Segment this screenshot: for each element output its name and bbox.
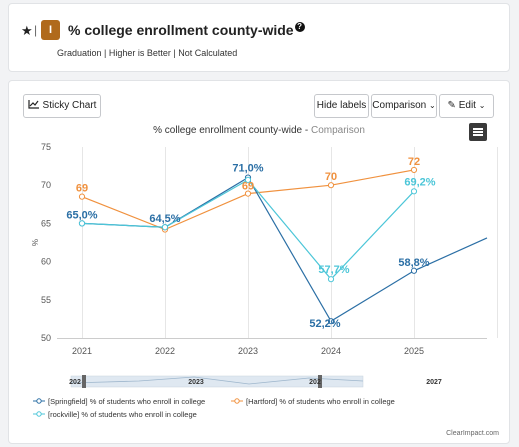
pencil-icon: ✎ bbox=[447, 100, 456, 111]
measure-type-badge: I bbox=[41, 20, 60, 40]
data-label: 52,2% bbox=[309, 318, 340, 330]
x-tick-label: 2024 bbox=[321, 346, 341, 356]
series-line bbox=[81, 176, 488, 323]
data-label: 70 bbox=[325, 171, 337, 183]
page-title: % college enrollment county-wide? bbox=[68, 21, 305, 39]
navigator-handle-right bbox=[318, 375, 322, 388]
header-divider: | bbox=[34, 23, 38, 37]
legend-item: [Hartford] % of students who enroll in c… bbox=[246, 397, 395, 406]
legend-marker bbox=[234, 398, 240, 404]
data-label: 69,2% bbox=[404, 176, 435, 188]
chart-menu-icon[interactable] bbox=[469, 123, 487, 141]
sticky-chart-button[interactable]: Sticky Chart bbox=[23, 94, 101, 118]
navigator-selection bbox=[70, 375, 364, 388]
data-point bbox=[78, 193, 86, 200]
legend-item: [rockville] % of students who enroll in … bbox=[48, 410, 197, 419]
chevron-down-icon: ⌄ bbox=[429, 101, 436, 110]
star-icon[interactable]: ★ bbox=[21, 23, 33, 38]
data-label: 69 bbox=[76, 183, 88, 195]
navigator-label: 202 bbox=[69, 379, 81, 386]
data-label: 72 bbox=[408, 156, 420, 168]
data-point bbox=[410, 166, 418, 174]
y-tick-label: 55 bbox=[41, 295, 51, 305]
edit-dropdown[interactable]: ✎ Edit ⌄ bbox=[439, 94, 494, 118]
data-label: 57,7% bbox=[318, 264, 349, 276]
x-tick-label: 2021 bbox=[72, 346, 92, 356]
data-label: 69 bbox=[242, 181, 254, 193]
legend-marker bbox=[36, 411, 42, 417]
y-tick-label: 65 bbox=[41, 218, 51, 228]
chart-title: % college enrollment county-wide - Compa… bbox=[153, 125, 365, 136]
legend-marker bbox=[36, 398, 42, 404]
help-icon[interactable]: ? bbox=[294, 22, 305, 32]
navigator-handle-left bbox=[82, 375, 86, 388]
x-tick-label: 2022 bbox=[155, 346, 175, 356]
data-label: 64,5% bbox=[149, 213, 180, 225]
data-point bbox=[410, 188, 418, 195]
comparison-dropdown[interactable]: Comparison ⌄ bbox=[371, 94, 437, 118]
navigator-label: 202 bbox=[309, 379, 321, 386]
data-point bbox=[410, 267, 418, 274]
data-label: 71,0% bbox=[232, 163, 263, 175]
chevron-down-icon: ⌄ bbox=[478, 101, 486, 110]
data-point bbox=[78, 220, 86, 227]
chart-card: Sticky Chart Hide labels Comparison ⌄ ✎ … bbox=[8, 80, 510, 444]
hide-labels-button[interactable]: Hide labels bbox=[314, 94, 369, 118]
y-tick-label: 70 bbox=[41, 180, 51, 190]
data-point bbox=[327, 182, 335, 189]
measure-header-card: ★ | I % college enrollment county-wide? … bbox=[8, 3, 510, 72]
data-point bbox=[327, 276, 335, 283]
measure-subtitle: Graduation | Higher is Better | Not Calc… bbox=[57, 48, 238, 58]
footer-credit: ClearImpact.com bbox=[446, 430, 499, 437]
y-tick-label: 60 bbox=[41, 257, 51, 267]
y-tick-label: 50 bbox=[41, 333, 51, 343]
y-tick-label: 75 bbox=[41, 142, 51, 152]
data-point bbox=[244, 190, 252, 197]
data-point bbox=[161, 224, 169, 231]
y-axis-label: % bbox=[31, 239, 40, 246]
x-tick-label: 2025 bbox=[404, 346, 424, 356]
line-chart-icon bbox=[27, 100, 39, 109]
legend-item: [Springfield] % of students who enroll i… bbox=[48, 397, 205, 406]
data-label: 58,8% bbox=[398, 257, 429, 269]
data-label: 65,0% bbox=[66, 209, 97, 221]
data-point bbox=[244, 176, 252, 183]
x-tick-label: 2023 bbox=[238, 346, 258, 356]
navigator-label: 2023 bbox=[188, 379, 204, 386]
data-point bbox=[327, 318, 335, 325]
navigator-label: 2027 bbox=[426, 379, 442, 386]
line-chart: 50 55 60 65 70 75% 2021 2022 2023 2024 2025 65,0% 64… bbox=[31, 142, 498, 419]
